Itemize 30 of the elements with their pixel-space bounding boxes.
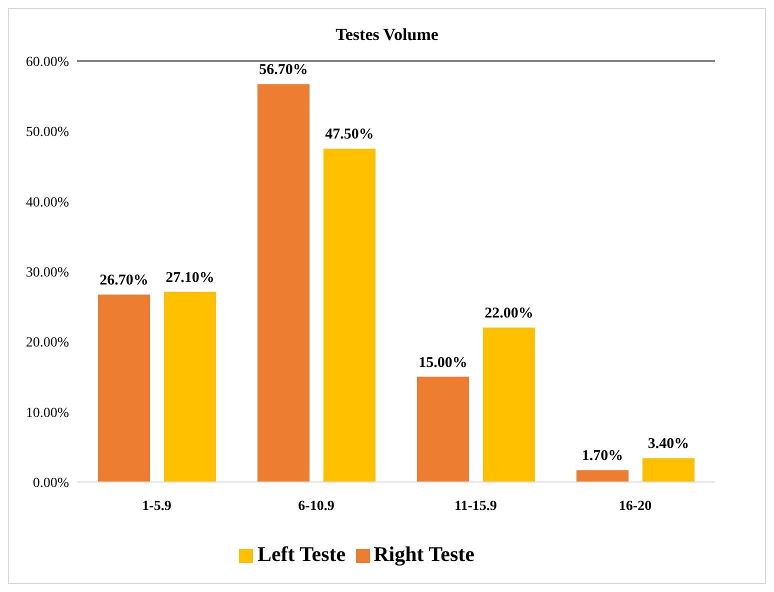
data-label: 22.00%	[484, 306, 534, 322]
bar	[324, 148, 376, 482]
legend-label: Left Teste	[257, 542, 346, 566]
y-tick-label: 50.00%	[26, 125, 70, 140]
bar	[98, 294, 150, 482]
y-tick-label: 0.00%	[32, 476, 70, 491]
bar	[417, 376, 469, 482]
data-label: 15.00%	[418, 354, 468, 371]
bar	[164, 292, 216, 482]
bar	[258, 84, 310, 482]
y-tick-label: 10.00%	[26, 406, 70, 421]
bar	[483, 328, 535, 482]
x-tick-label: 16-20	[618, 498, 652, 514]
y-tick-label: 30.00%	[26, 265, 70, 280]
x-tick-label: 1-5.9	[142, 498, 172, 514]
x-tick-label: 11-15.9	[454, 498, 497, 514]
data-label: 3.40%	[648, 436, 690, 452]
x-tick-label: 6-10.9	[298, 498, 334, 514]
bar	[642, 458, 694, 482]
data-label: 1.70%	[582, 448, 624, 464]
data-label: 26.70%	[100, 272, 148, 289]
data-label: 56.70%	[259, 62, 308, 78]
data-label: 47.50%	[325, 126, 374, 143]
y-tick-label: 60.00%	[26, 54, 70, 70]
chart-title: Testes Volume	[334, 25, 440, 46]
y-tick-label: 40.00%	[26, 195, 70, 210]
data-label: 27.10%	[166, 270, 214, 286]
y-tick-label: 20.00%	[26, 336, 70, 351]
bar	[576, 470, 628, 482]
legend-label: Right Teste	[374, 542, 474, 566]
